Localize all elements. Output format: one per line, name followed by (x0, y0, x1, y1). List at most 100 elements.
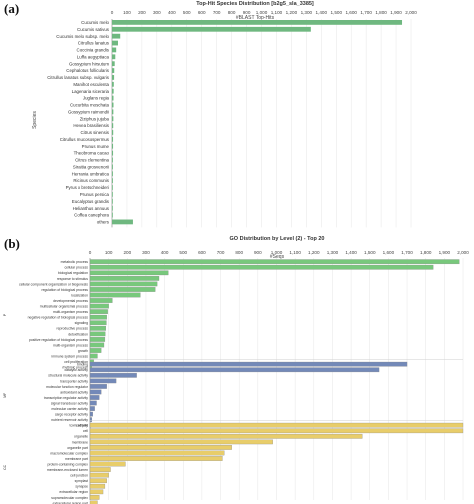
chart-b-bar (89, 342, 105, 348)
chart-a-bar (112, 20, 403, 25)
chart-b-group-label: CC (3, 464, 7, 469)
chart-b-bar (89, 472, 109, 478)
chart-b-x-tick: 1,000 (271, 250, 283, 255)
chart-a-category-label: Luffa aegyptiaca (77, 54, 110, 59)
chart-a-category-label: Prunus persica (80, 192, 110, 197)
panel-label-a: (a) (4, 1, 19, 16)
chart-b-bar (89, 433, 363, 439)
chart-b-bar (89, 270, 169, 276)
chart-b-bar (89, 417, 93, 423)
chart-b-bar (89, 314, 107, 320)
chart-a-bar (112, 157, 113, 163)
chart-b-x-tick: 1,900 (439, 250, 451, 255)
chart-b-category-label: binding (77, 363, 88, 367)
chart-a-x-tick: 900 (243, 10, 251, 15)
chart-b-bar (89, 281, 158, 287)
chart-b-category-label: transcription regulator activity (44, 396, 88, 400)
chart-b-x-tick: 0 (89, 250, 92, 255)
chart-b-category-label: reproductive process (57, 327, 89, 331)
chart-a-category-label: Cucumis melo (81, 20, 109, 25)
chart-b-bar (89, 500, 98, 504)
chart-b-bar (89, 337, 106, 342)
chart-b-category-label: signaling (75, 321, 88, 325)
chart-b-category-label: organelle (74, 435, 88, 439)
chart-b-category-label: response to stimulus (57, 277, 88, 281)
chart-a-bar (112, 185, 113, 190)
chart-b-bar (89, 275, 160, 281)
chart-b-bar (89, 367, 380, 373)
chart-a-bar (112, 136, 114, 142)
chart-b-bar (89, 303, 109, 309)
chart-b-title: GO Distribution by Level (2) - Top 20 (230, 236, 325, 242)
chart-b-category-label: regulation of biological process (41, 288, 88, 292)
chart-a-category-label: Cucumis melo subsp. melo (56, 34, 109, 39)
chart-b-bar (89, 395, 100, 400)
chart-b-bar (89, 378, 117, 384)
chart-b-category-label: molecular carrier activity (51, 407, 88, 411)
chart-b-bar (89, 361, 408, 367)
chart-b-category-label: membrane part (65, 457, 88, 461)
chart-b-category-label: metabolic process (61, 260, 89, 264)
chart-a-category-label: Hevea brasiliensis (73, 123, 109, 128)
chart-a-bar (112, 68, 115, 73)
chart-a-bar (112, 178, 113, 184)
chart-a-bar (112, 33, 121, 39)
chart-b-category-label: cellular process (64, 266, 88, 270)
chart-b-bar (89, 372, 137, 378)
chart-b-bar (89, 298, 113, 303)
chart-a-x-tick: 1,500 (331, 10, 343, 15)
chart-b-x-tick: 2,000 (457, 250, 469, 255)
chart-b-bar (89, 320, 107, 326)
chart-b-xlabel: #Seqs (270, 254, 285, 260)
chart-a-category-label: Juglans regia (83, 96, 110, 101)
chart-a-bar (112, 81, 114, 87)
chart-b-x-tick: 900 (254, 250, 262, 255)
chart-a-bar (112, 198, 113, 204)
chart-a-bar (112, 219, 133, 225)
chart-a-category-label: Ziziphus jujuba (80, 116, 110, 121)
chart-a-ylabel: Species (32, 111, 38, 129)
chart-b-bar (89, 259, 460, 265)
chart-b-category-label: positive regulation of biological proces… (29, 338, 88, 342)
chart-a-category-label: others (97, 220, 110, 225)
chart-b-bar (89, 456, 223, 461)
chart-a-x-tick: 1,900 (390, 10, 402, 15)
chart-b-bar (89, 467, 111, 472)
chart-b-bar (89, 411, 93, 417)
chart-a-bar (112, 150, 114, 156)
chart-a-bar (112, 171, 113, 177)
chart-a-category-label: Manihot esculenta (73, 82, 109, 87)
chart-a-x-tick: 1,400 (316, 10, 328, 15)
chart-a-x-tick: 1,300 (301, 10, 313, 15)
chart-a-x-tick: 1,000 (256, 10, 268, 15)
chart-b-category-label: structural molecule activity (48, 374, 88, 378)
chart-a-x-tick: 700 (213, 10, 221, 15)
chart-a-x-tick: 2,000 (405, 10, 417, 15)
chart-a-category-label: Citrullus mucosospermus (60, 137, 110, 142)
chart-b-bar (89, 389, 102, 395)
chart-b-bar (89, 428, 464, 434)
chart-b-x-tick: 1,700 (401, 250, 413, 255)
chart-b-category-label: developmental process (53, 299, 88, 303)
chart-b-bar (89, 445, 232, 450)
chart-b-x-tick: 700 (217, 250, 225, 255)
chart-b-category-label: organelle part (67, 446, 88, 450)
chart-b-category-label: supramolecular complex (51, 496, 88, 500)
chart-a-bar (112, 192, 113, 197)
chart-b-category-label: extracellular region (59, 490, 88, 494)
chart-b-category-label: biological regulation (58, 271, 88, 275)
chart-b-bar (89, 348, 102, 353)
chart-b-category-label: symplast (75, 479, 88, 483)
chart-a-x-tick: 400 (168, 10, 176, 15)
chart-b-x-tick: 1,300 (327, 250, 339, 255)
chart-b-bar (89, 494, 100, 500)
chart-a-x-tick: 1,800 (375, 10, 387, 15)
chart-b-bar (89, 406, 95, 411)
chart-b-category-label: synapse (75, 485, 88, 489)
chart-b-bar (89, 461, 126, 467)
chart-a-bar (112, 109, 114, 115)
chart-b-category-label: cell junction (70, 474, 88, 478)
chart-a-bar (112, 212, 113, 218)
chart-a-bar (112, 61, 115, 67)
